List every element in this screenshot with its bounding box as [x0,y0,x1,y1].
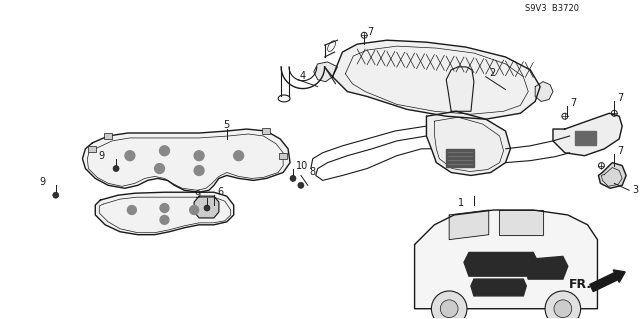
Text: 2: 2 [490,68,496,78]
Text: 8: 8 [310,167,316,177]
Polygon shape [464,252,538,276]
Bar [262,128,270,134]
Text: S9V3  B3720: S9V3 B3720 [525,4,579,12]
Polygon shape [499,210,543,235]
Circle shape [554,300,572,318]
Text: 7: 7 [617,146,623,156]
Polygon shape [83,129,290,192]
Text: 9: 9 [194,190,200,200]
Text: 4: 4 [300,71,306,81]
Circle shape [125,151,135,161]
Polygon shape [525,256,568,279]
Text: 7: 7 [367,27,373,37]
Polygon shape [449,210,489,240]
Circle shape [234,151,244,161]
Bar [279,153,287,159]
Circle shape [160,215,169,224]
Circle shape [160,204,169,212]
Text: 7: 7 [617,93,623,103]
Circle shape [127,205,136,214]
Polygon shape [535,82,553,101]
Circle shape [189,205,198,214]
Text: 7: 7 [570,98,576,108]
Text: FR.: FR. [569,278,592,291]
Text: 9: 9 [39,177,45,187]
Text: 10: 10 [296,160,308,171]
Bar [104,133,112,139]
Circle shape [431,291,467,319]
Polygon shape [553,113,622,156]
Circle shape [52,192,59,198]
Circle shape [440,300,458,318]
Polygon shape [598,163,626,188]
Bar [88,146,96,152]
Polygon shape [95,192,234,235]
Text: 5: 5 [223,120,229,130]
Circle shape [194,151,204,161]
Text: 1: 1 [458,198,464,208]
Text: 6: 6 [217,187,223,197]
Circle shape [155,164,164,174]
FancyArrow shape [590,270,625,292]
Polygon shape [471,279,526,296]
Circle shape [194,166,204,175]
Polygon shape [446,67,474,111]
Circle shape [298,182,304,188]
Circle shape [545,291,580,319]
Polygon shape [415,210,598,309]
Circle shape [113,166,119,172]
Circle shape [204,205,210,211]
Text: 3: 3 [632,185,638,195]
Text: 9: 9 [99,151,104,161]
Polygon shape [333,40,540,119]
Polygon shape [426,111,511,175]
Polygon shape [194,196,219,218]
Bar [446,149,474,167]
Polygon shape [314,62,337,82]
Bar [575,131,596,145]
Circle shape [159,146,170,156]
Circle shape [290,175,296,182]
